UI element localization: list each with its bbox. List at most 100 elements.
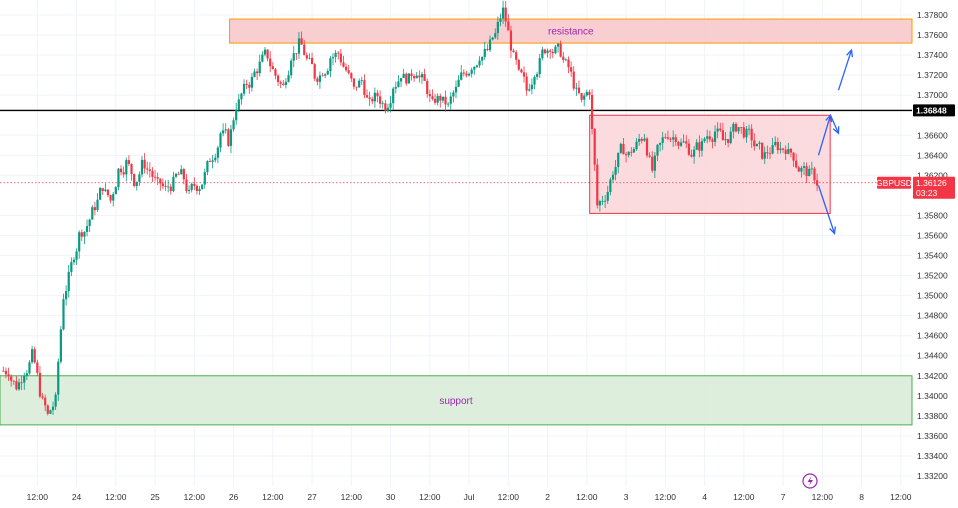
- candle-body: [279, 82, 282, 84]
- candle-body: [187, 189, 191, 192]
- candle-body: [643, 138, 646, 141]
- candle-body: [677, 141, 680, 146]
- candle-body: [59, 329, 62, 362]
- candle-body: [499, 18, 502, 22]
- lightning-icon[interactable]: [802, 473, 818, 489]
- time-tick-label: 12:00: [419, 492, 441, 502]
- candle-body: [567, 59, 570, 68]
- candle-body: [112, 194, 115, 201]
- candle-body: [583, 95, 586, 100]
- candle-body: [371, 98, 374, 102]
- candle-body: [672, 137, 675, 140]
- candle-body: [271, 66, 274, 70]
- candle-body: [577, 87, 581, 94]
- arrow-line: [837, 49, 853, 91]
- candle-body: [156, 177, 159, 179]
- candle-body: [724, 139, 727, 141]
- candle-body: [91, 207, 94, 220]
- arrow-line: [817, 185, 836, 234]
- candle-body: [488, 39, 492, 51]
- resistance-label: resistance: [548, 27, 594, 38]
- candle-body: [224, 129, 227, 131]
- candle-body: [274, 69, 277, 76]
- candle-body: [2, 370, 5, 372]
- candle-body: [609, 179, 612, 192]
- candle-body: [373, 92, 376, 102]
- projection-arrows: [817, 48, 854, 235]
- candle-body: [101, 188, 104, 192]
- candle-body: [379, 96, 382, 104]
- candle-body: [496, 21, 499, 34]
- candle-body: [127, 160, 131, 164]
- candle-body: [433, 98, 437, 103]
- candle-body: [290, 60, 293, 76]
- candle-body: [666, 137, 670, 139]
- candle-body: [180, 169, 183, 175]
- price-tick-label: 1.35400: [917, 251, 948, 261]
- time-tick-label: 12:00: [733, 492, 755, 502]
- candle-body: [397, 81, 400, 87]
- candle-body: [201, 184, 204, 190]
- candle-body: [392, 88, 395, 104]
- candle-body: [805, 166, 808, 177]
- candle-body: [415, 75, 418, 79]
- time-tick-label: 12:00: [184, 492, 206, 502]
- candle-body: [190, 183, 193, 190]
- candle-body: [263, 49, 267, 55]
- candle-body: [658, 142, 662, 145]
- candle-body: [755, 143, 759, 147]
- candle-body: [402, 73, 405, 79]
- candle-body: [33, 349, 36, 363]
- candle-body: [337, 52, 340, 54]
- candle-body: [198, 189, 201, 191]
- price-tick-label: 1.34600: [917, 331, 948, 341]
- candle-body: [318, 75, 322, 82]
- candle-body: [65, 291, 68, 300]
- candle-body: [753, 140, 756, 147]
- candle-body: [324, 74, 327, 76]
- candle-body: [734, 123, 738, 132]
- candle-body: [627, 151, 630, 156]
- candle-body: [143, 159, 146, 169]
- candle-body: [88, 219, 91, 227]
- time-tick-label: 12:00: [341, 492, 363, 502]
- candle-body: [457, 79, 460, 87]
- candle-body: [645, 138, 649, 156]
- candle-body: [546, 50, 549, 54]
- candle-body: [269, 58, 272, 67]
- range-box: [589, 114, 831, 214]
- candle-body: [669, 138, 672, 140]
- candle-body: [525, 76, 528, 91]
- price-tick-label: 1.33200: [917, 471, 948, 481]
- candle-body: [292, 53, 295, 61]
- time-tick-label: 30: [386, 492, 396, 502]
- candle-body: [467, 73, 471, 76]
- candle-body: [140, 159, 144, 175]
- candle-body: [237, 99, 240, 110]
- candle-body: [125, 160, 128, 175]
- candle-body: [740, 127, 743, 128]
- candle-body: [344, 66, 348, 71]
- candle-body: [358, 80, 361, 88]
- candle-body: [232, 120, 235, 130]
- candle-body: [593, 129, 596, 165]
- candle-body: [17, 382, 21, 390]
- candle-body: [711, 139, 714, 142]
- candle-body: [656, 144, 659, 156]
- price-tick-label: 1.37200: [917, 70, 948, 80]
- candle-body: [727, 139, 730, 143]
- price-tick-label: 1.36600: [917, 130, 948, 140]
- candle-body: [486, 48, 489, 51]
- time-axis[interactable]: 12:00 24 12:00 25 12:00 26 12:00 27 12:00 30 12:00…: [27, 492, 912, 502]
- candle-body: [428, 94, 431, 97]
- candle-body: [763, 152, 766, 159]
- time-tick-label: 26: [229, 492, 239, 502]
- candle-body: [164, 186, 167, 188]
- symbol-badge[interactable]: [877, 176, 911, 189]
- price-axis[interactable]: 1.37800 1.37600 1.37400 1.37200 1.37000 1.366…: [917, 10, 948, 481]
- candle-body: [585, 91, 588, 96]
- candles: [2, 0, 819, 416]
- candle-body: [606, 191, 609, 201]
- candle-body: [20, 382, 23, 384]
